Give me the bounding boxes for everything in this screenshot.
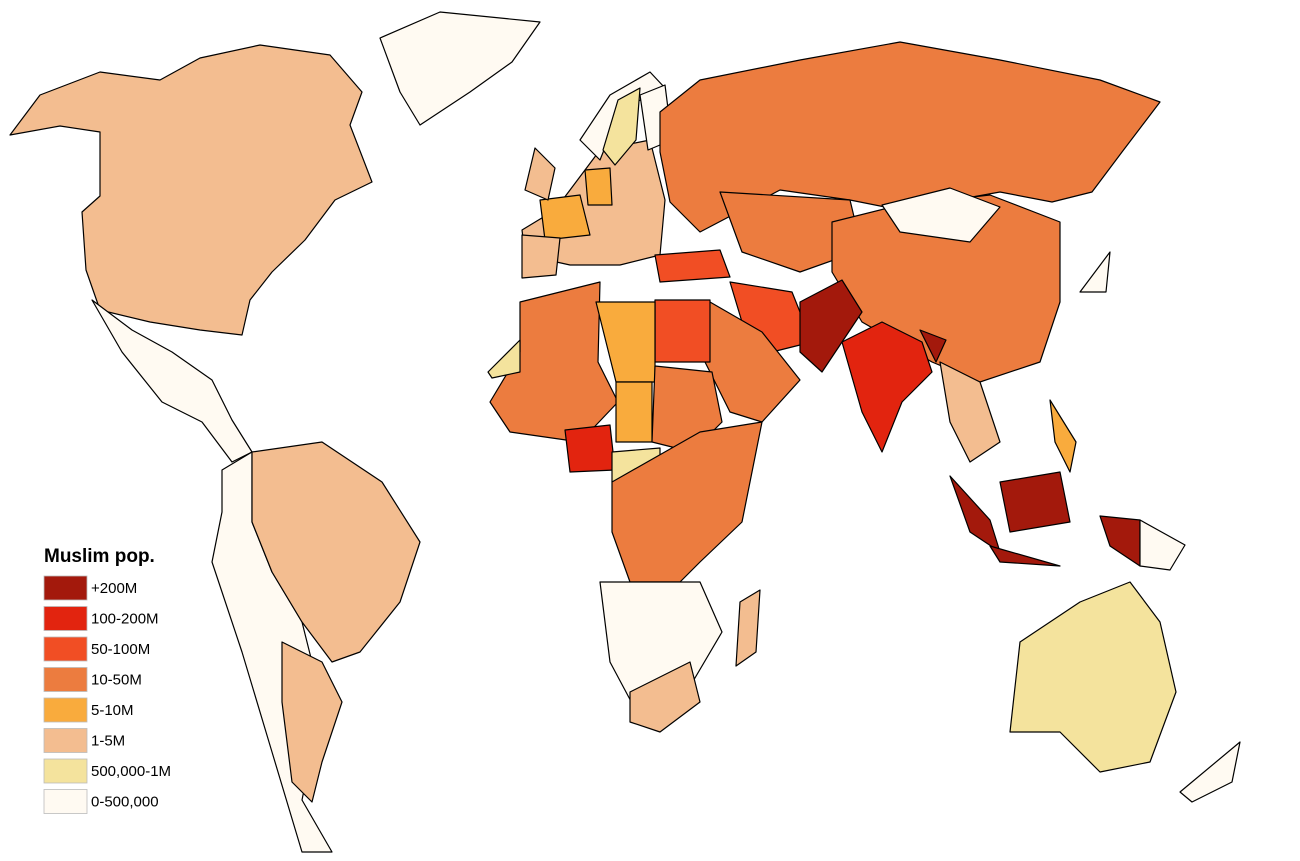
country-western-sahara (487, 339, 521, 379)
country-south-africa (629, 661, 701, 733)
country-new-guinea-west (1099, 515, 1141, 567)
country-sweden (602, 87, 641, 166)
legend-swatch (43, 758, 88, 784)
legend-label: 50-100M (91, 641, 150, 658)
country-brazil (251, 441, 421, 663)
country-kazakhstan (719, 191, 863, 273)
country-new-guinea-east (1139, 519, 1186, 571)
country-chad (615, 381, 653, 443)
country-argentina (281, 641, 343, 803)
country-uk (524, 147, 556, 201)
legend-label: +200M (91, 580, 137, 597)
country-mongolia (881, 187, 1001, 243)
country-greenland (379, 11, 541, 126)
country-borneo (999, 471, 1071, 533)
legend-swatch (43, 606, 88, 631)
country-philippines (1049, 399, 1077, 473)
country-russia (659, 41, 1161, 233)
country-germany (584, 167, 613, 206)
legend-swatch (43, 697, 88, 723)
country-australia (1009, 581, 1177, 773)
country-turkey (654, 249, 731, 283)
country-france (539, 194, 591, 241)
country-southeast-asia (939, 361, 1001, 463)
countries (9, 11, 1241, 853)
country-japan (1079, 251, 1111, 293)
country-east-africa (611, 421, 763, 583)
country-north-america (9, 44, 373, 336)
country-madagascar (735, 589, 761, 667)
country-bangladesh (919, 329, 947, 363)
legend-swatch (43, 667, 88, 692)
country-egypt (654, 299, 711, 363)
legend-swatch (43, 575, 88, 601)
legend: Muslim pop. +200M 100-200M 50-100M 10-50M 5-… (43, 546, 171, 814)
country-india (841, 321, 933, 453)
legend-label: 0-500,000 (91, 793, 159, 810)
country-java (989, 545, 1061, 567)
country-iran (729, 281, 813, 353)
legend-label: 1-5M (91, 732, 125, 749)
legend-label: 500,000-1M (91, 763, 171, 780)
country-new-zealand (1179, 741, 1241, 803)
legend-swatch (43, 789, 88, 814)
legend-label: 10-50M (91, 671, 142, 688)
legend-title: Muslim pop. (44, 546, 155, 567)
legend-swatch (43, 728, 88, 753)
country-nigeria (564, 424, 616, 473)
country-iberia (521, 234, 561, 279)
country-sumatra (949, 475, 1001, 553)
country-libya (595, 301, 656, 383)
legend-label: 5-10M (91, 702, 134, 719)
legend-swatch (43, 636, 88, 662)
legend-label: 100-200M (91, 610, 159, 627)
